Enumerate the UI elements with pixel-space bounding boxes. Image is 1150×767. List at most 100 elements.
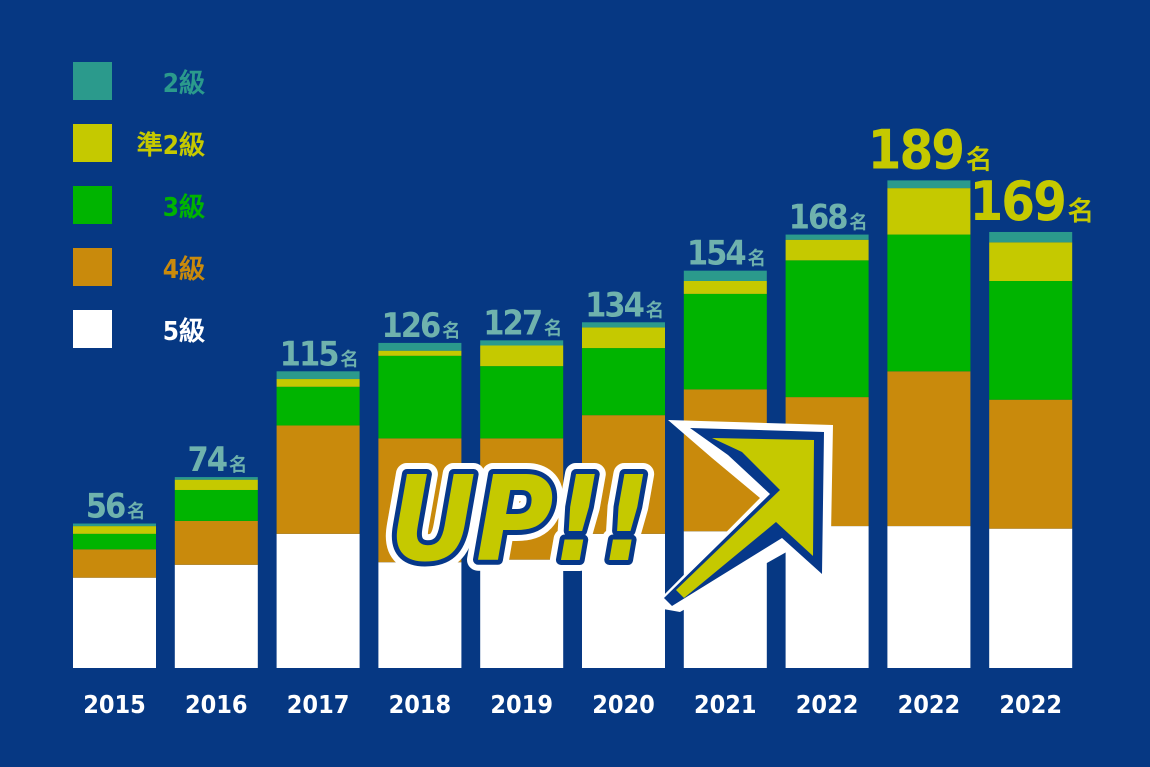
- bar-segment: [73, 577, 156, 668]
- bar-segment: [785, 239, 869, 261]
- bar-segment: [276, 379, 360, 387]
- bar-segment: [989, 231, 1073, 243]
- total-unit: 名: [850, 212, 866, 234]
- x-tick-label: 2022: [999, 690, 1062, 719]
- bar-segment: [73, 523, 156, 527]
- bar-segment: [989, 281, 1073, 400]
- bar-segment: [683, 270, 767, 281]
- bar-segment: [785, 234, 869, 240]
- bar-segment: [276, 371, 360, 380]
- total-value: 134: [585, 285, 644, 325]
- legend-swatch: [73, 186, 112, 224]
- total-unit: 名: [966, 144, 990, 175]
- legend-swatch: [73, 310, 112, 348]
- bar-segment: [480, 345, 564, 367]
- x-tick-label: 2015: [83, 690, 146, 719]
- bar-segment: [276, 425, 360, 534]
- bar-segment: [174, 479, 258, 490]
- total-value: 169: [969, 170, 1064, 233]
- bar-segment: [174, 520, 258, 565]
- bar-segment: [73, 533, 156, 550]
- total-unit: 名: [229, 454, 245, 476]
- total-value: 189: [868, 118, 963, 181]
- bar-segment: [378, 355, 462, 439]
- x-tick-label: 2016: [185, 690, 248, 719]
- bar-segment: [887, 526, 971, 668]
- bars: [73, 180, 1073, 668]
- bar-segment: [73, 549, 156, 578]
- legend-swatch: [73, 62, 112, 100]
- total-unit: 名: [442, 320, 458, 342]
- total-unit: 名: [1068, 196, 1092, 227]
- total-label: 169 名: [969, 170, 1091, 233]
- total-value: 126: [381, 306, 440, 346]
- bar-segment: [480, 559, 564, 668]
- total-label: 74 名: [188, 440, 246, 480]
- bar-segment: [276, 533, 360, 668]
- total-unit: 名: [127, 501, 143, 523]
- bar-segment: [480, 366, 564, 439]
- total-label: 134 名: [585, 285, 662, 325]
- legend-label: 3級: [163, 192, 205, 223]
- bar-segment: [378, 350, 462, 356]
- total-value: 168: [789, 198, 848, 238]
- total-value: 115: [280, 334, 339, 374]
- bar-segment: [785, 260, 869, 398]
- annotation-outline: UP!!: [390, 450, 651, 588]
- bar-segment: [989, 399, 1073, 529]
- bar-segment: [989, 242, 1073, 281]
- bar-segment: [378, 342, 462, 351]
- total-value: 56: [86, 487, 125, 527]
- legend-label: 4級: [163, 254, 205, 285]
- total-value: 74: [188, 440, 227, 480]
- annotation: UP!!: [390, 450, 651, 588]
- arrow: [676, 438, 814, 598]
- bar-segment: [582, 348, 665, 416]
- total-label: 56 名: [86, 487, 144, 527]
- x-tick-label: 2019: [490, 690, 553, 719]
- bar-segment: [683, 281, 767, 294]
- bar-segment: [989, 528, 1073, 668]
- bar-segment: [480, 438, 564, 560]
- total-unit: 名: [748, 248, 764, 270]
- legend-swatch: [73, 124, 112, 162]
- bar-segment: [174, 477, 258, 480]
- bar-segment: [887, 234, 971, 372]
- bar-segment: [887, 371, 971, 527]
- total-label: 127 名: [483, 303, 560, 343]
- x-tick-label: 2018: [389, 690, 452, 719]
- total-unit: 名: [646, 299, 662, 321]
- up-graphic: UP!! UP!!: [379, 420, 833, 612]
- total-label: 189 名: [868, 118, 990, 181]
- bar-segment: [174, 489, 258, 521]
- bar-segment: [174, 564, 258, 668]
- bar-segment: [582, 327, 665, 349]
- bar-segment: [582, 533, 665, 668]
- total-unit: 名: [341, 348, 357, 370]
- bar-segment: [582, 322, 665, 328]
- x-tick-label: 2021: [694, 690, 757, 719]
- x-tick-label: 2022: [796, 690, 859, 719]
- total-value: 154: [687, 234, 746, 274]
- bar-segment: [276, 386, 360, 426]
- legend-label: 2級: [163, 68, 205, 99]
- bar-segment: [378, 438, 462, 563]
- bar-segment: [480, 340, 564, 346]
- total-label: 154 名: [687, 234, 764, 274]
- legend-swatch: [73, 248, 112, 286]
- bar-segment: [582, 415, 665, 534]
- total-label: 126 名: [381, 306, 458, 346]
- bar-segment: [73, 526, 156, 534]
- bar-segment: [887, 180, 971, 189]
- bar-segment: [683, 293, 767, 390]
- bar-segment: [378, 562, 462, 668]
- x-tick-label: 2020: [592, 690, 655, 719]
- legend-label: 準2級: [137, 130, 205, 161]
- x-tick-label: 2017: [287, 690, 350, 719]
- x-tick-label: 2022: [898, 690, 961, 719]
- legend-label: 5級: [163, 316, 205, 347]
- total-label: 115 名: [280, 334, 357, 374]
